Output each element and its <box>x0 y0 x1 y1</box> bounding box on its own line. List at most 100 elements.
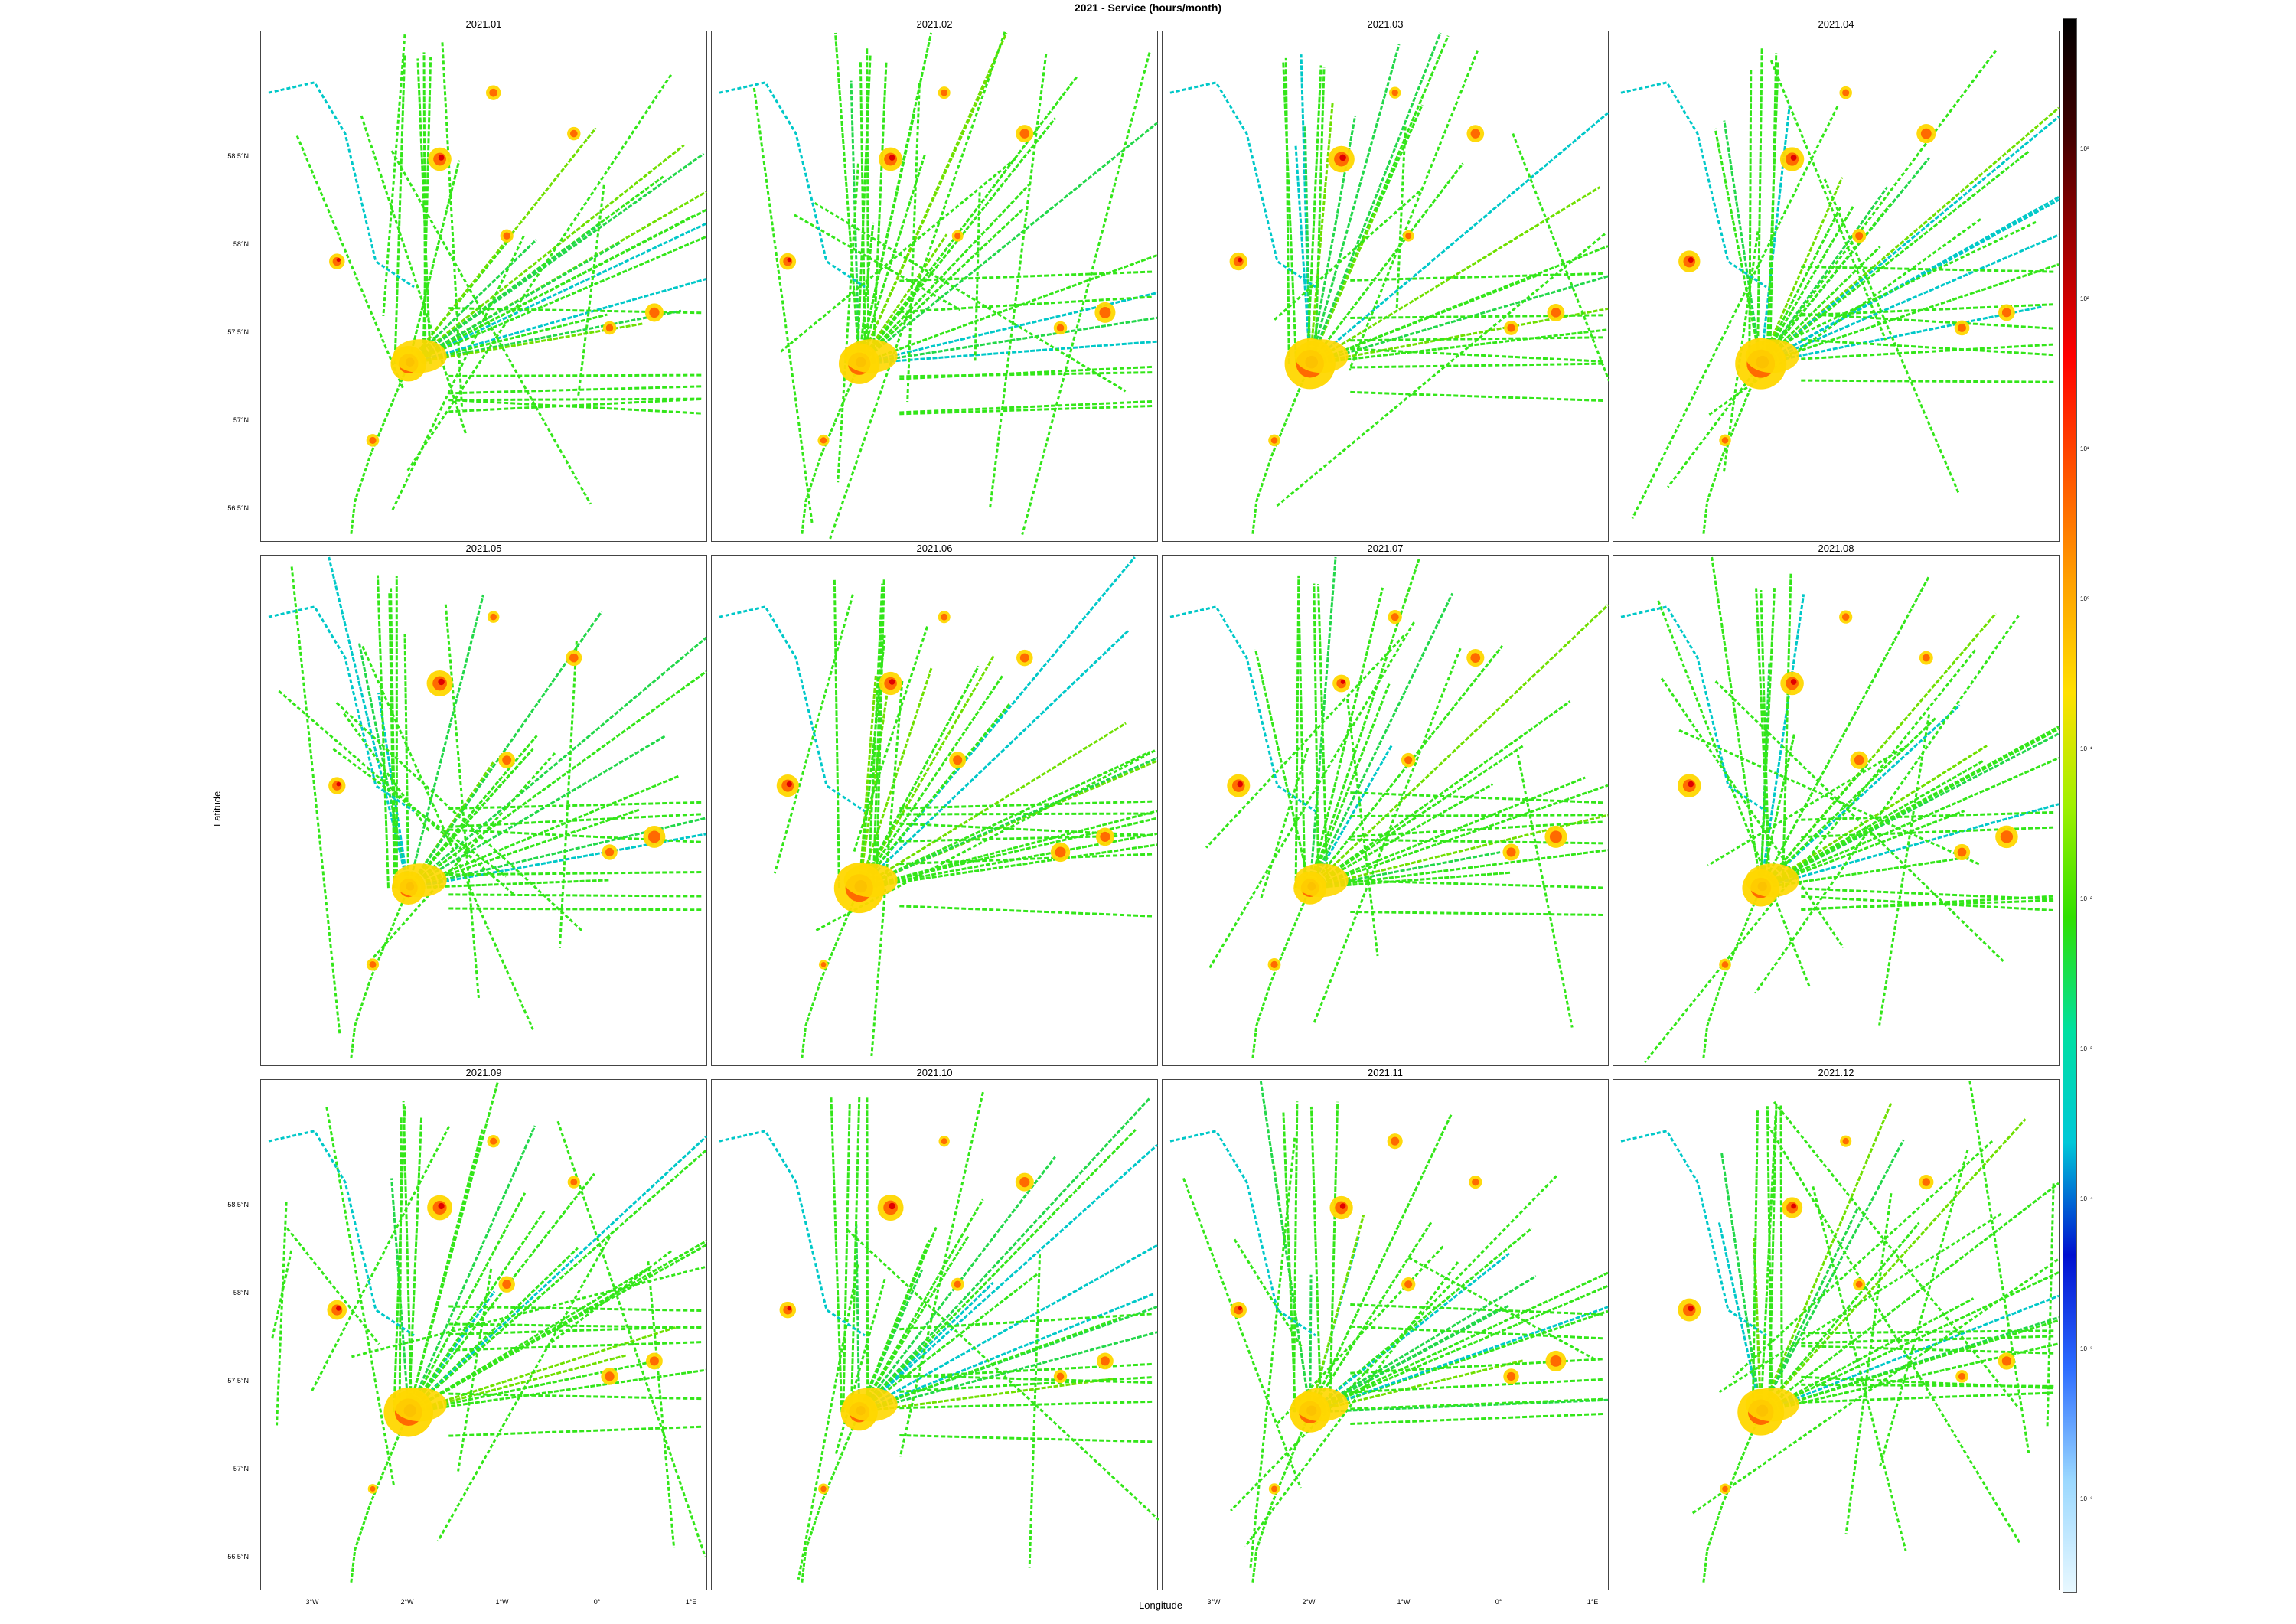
shipping-route <box>1760 590 1771 889</box>
shipping-route <box>866 1097 869 1413</box>
shipping-route <box>1395 126 1407 311</box>
shipping-route <box>360 115 467 434</box>
shipping-route <box>859 1377 1115 1414</box>
activity-hotspot-core <box>1470 653 1481 663</box>
shipping-route <box>1812 1185 1907 1551</box>
shipping-route <box>1779 1105 1783 1413</box>
panel-title: 2021.10 <box>916 1067 953 1078</box>
activity-peak <box>1340 680 1345 684</box>
shipping-route <box>1801 1335 2055 1345</box>
shipping-route <box>407 611 603 889</box>
shipping-route <box>858 183 1031 365</box>
shipping-route <box>1350 1412 1604 1426</box>
shipping-route <box>1879 1149 1969 1467</box>
shipping-route <box>859 316 1158 365</box>
shipping-route <box>1350 272 1604 282</box>
activity-peak <box>438 155 445 161</box>
shipping-route <box>1350 390 1604 402</box>
shipping-route <box>403 634 410 889</box>
shipping-route <box>407 221 603 365</box>
shipping-route <box>875 579 885 889</box>
shipping-route <box>899 1313 1153 1331</box>
shipping-route <box>1722 231 1760 474</box>
shipping-route <box>858 654 996 889</box>
shipping-route <box>276 1202 288 1426</box>
shipping-route <box>376 575 390 889</box>
shipping-route <box>444 604 480 999</box>
shipping-route <box>1350 347 1604 363</box>
shipping-route <box>899 1400 1153 1410</box>
shipping-route <box>1350 336 1604 342</box>
shipping-route <box>647 1261 676 1548</box>
shipping-route <box>1309 32 1442 364</box>
shipping-route <box>577 184 605 396</box>
shipping-route <box>1760 263 2060 365</box>
activity-hotspot-core <box>2001 308 2011 318</box>
shipping-route <box>858 667 933 889</box>
shipping-route <box>1718 1212 2002 1394</box>
shipping-route <box>1760 186 1889 365</box>
map-canvas <box>1169 1081 1609 1584</box>
shipping-route <box>859 1331 1158 1414</box>
activity-hotspot-core <box>1270 960 1278 969</box>
shipping-route <box>855 1224 861 1413</box>
shipping-route <box>448 893 703 898</box>
shipping-route <box>1294 575 1300 889</box>
shipping-route <box>1801 338 2055 357</box>
activity-hotspot-core <box>570 1179 578 1186</box>
coastal-route <box>268 81 415 289</box>
activity-peak <box>786 781 792 788</box>
shipping-route <box>408 309 682 365</box>
panel-title: 2021.06 <box>916 543 953 554</box>
shipping-route <box>974 192 981 361</box>
longitude-tick-label: 1°W <box>495 1598 509 1606</box>
activity-peak <box>1339 1203 1346 1209</box>
shipping-route <box>407 1125 536 1413</box>
shipping-route <box>1309 1306 1609 1414</box>
longitude-tick-label: 3°W <box>305 1598 319 1606</box>
shipping-route <box>1309 604 1609 889</box>
activity-peak <box>438 1202 445 1210</box>
shipping-route <box>448 907 703 911</box>
activity-hotspot-core <box>369 960 377 968</box>
activity-peak <box>889 679 895 685</box>
shipping-route <box>1760 150 2030 365</box>
shipping-route <box>290 566 341 1035</box>
shipping-route <box>1760 198 2060 365</box>
color-scale-tick-label: 10⁻³ <box>2080 1045 2092 1052</box>
harbour-activity <box>843 863 898 898</box>
shipping-route <box>899 800 1153 810</box>
shipping-route <box>858 1239 931 1413</box>
shipping-route <box>1309 1220 1433 1414</box>
map-canvas <box>719 1091 1159 1584</box>
shipping-route <box>871 62 888 364</box>
shipping-route <box>1707 744 1909 867</box>
shipping-route <box>866 47 870 364</box>
activity-peak <box>1688 1305 1694 1312</box>
activity-hotspot-core <box>1721 961 1729 968</box>
shipping-route <box>833 579 840 889</box>
activity-hotspot-core <box>1405 233 1412 240</box>
shipping-route <box>1878 714 1931 1026</box>
shipping-route <box>1801 810 2055 821</box>
latitude-tick-label: 58°N <box>233 1289 249 1296</box>
shipping-route <box>1760 116 2060 365</box>
shipping-route <box>1760 810 1965 889</box>
shipping-route <box>448 1341 703 1352</box>
shipping-route <box>859 757 1158 889</box>
monthly-map-panel <box>260 31 707 542</box>
shipping-route <box>1660 677 1844 949</box>
activity-hotspot-core <box>1957 847 1967 857</box>
shipping-route <box>1309 103 1334 364</box>
shipping-route <box>858 32 1008 364</box>
shipping-route <box>1760 105 1791 364</box>
panel-title: 2021.07 <box>1367 543 1404 554</box>
shipping-route <box>1309 1252 1510 1414</box>
shipping-route <box>1309 682 1391 889</box>
activity-hotspot-core <box>1722 1485 1728 1492</box>
shipping-route <box>899 365 1153 380</box>
monthly-map-panel <box>1613 555 2060 1066</box>
shipping-route <box>448 801 703 810</box>
shipping-route <box>1968 1081 2030 1453</box>
activity-hotspot-core <box>1100 1356 1110 1366</box>
